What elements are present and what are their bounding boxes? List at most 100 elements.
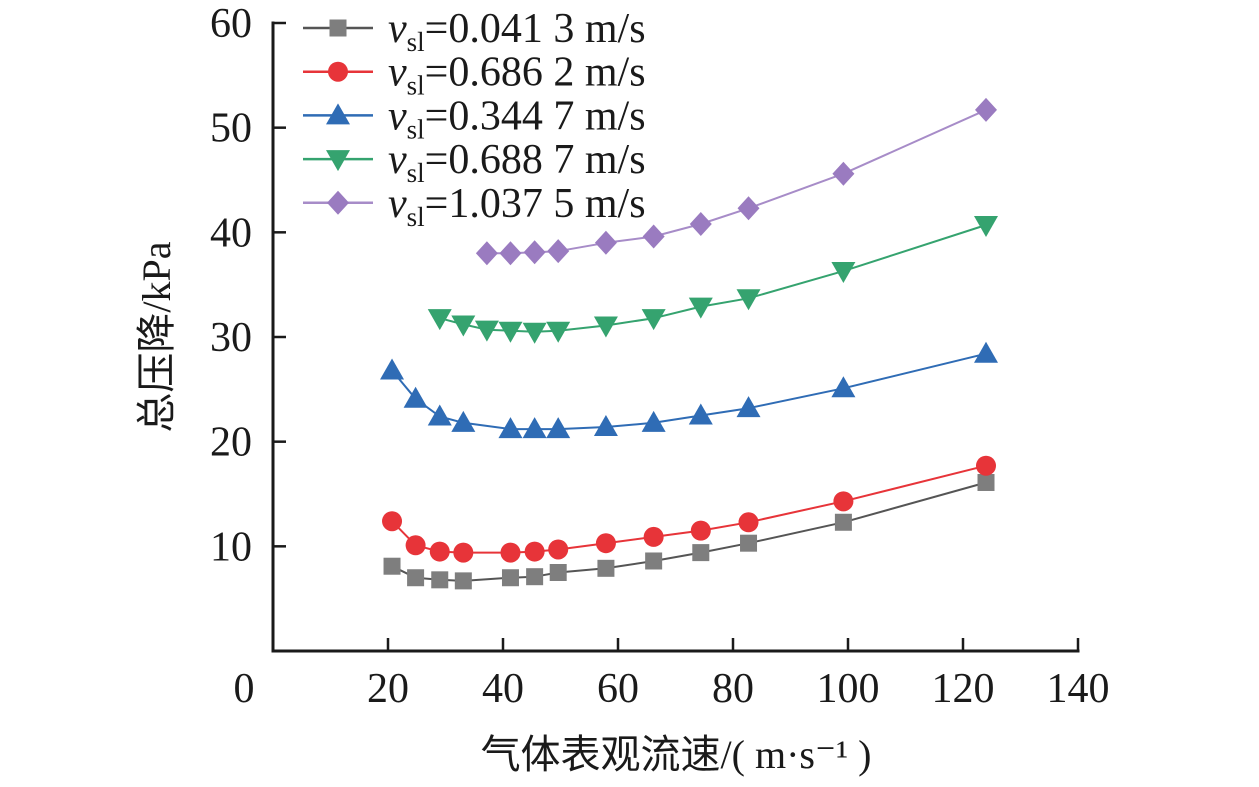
x-tick-label: 60 — [597, 666, 639, 712]
data-point-marker — [593, 415, 618, 437]
axes: 0 20 40 60 80 100 120 140 10 20 30 40 50 60 — [210, 1, 1110, 712]
data-point-marker — [593, 316, 618, 338]
data-point-marker — [549, 564, 567, 581]
legend-label: vsl=0.041 3 m/s — [388, 6, 646, 57]
legend-marker-square — [329, 19, 347, 37]
data-point-marker — [407, 569, 425, 587]
x-tick-label: 120 — [932, 666, 995, 712]
data-point-marker — [547, 239, 570, 264]
legend-marker-triangle-down — [326, 150, 350, 172]
data-point-marker — [522, 322, 547, 344]
data-point-marker — [832, 161, 855, 186]
data-point-marker — [427, 309, 452, 331]
data-point-marker — [974, 216, 998, 238]
legend-label: vsl=0.344 7 m/s — [388, 93, 646, 144]
data-point-marker — [451, 410, 476, 432]
legend-label: vsl=0.688 7 m/s — [388, 137, 646, 188]
y-tick-label: 20 — [210, 420, 252, 466]
y-tick-label: 50 — [210, 106, 252, 152]
data-point-marker — [831, 262, 856, 284]
data-point-marker — [382, 511, 403, 532]
data-point-marker — [643, 526, 664, 547]
data-point-marker — [380, 358, 405, 380]
data-point-marker — [645, 552, 663, 570]
data-point-marker — [548, 539, 569, 560]
data-point-marker — [499, 241, 522, 266]
x-tick-label: 40 — [482, 666, 524, 712]
data-point-marker — [834, 513, 852, 531]
data-point-marker — [831, 376, 856, 398]
data-point-marker — [975, 97, 997, 122]
legend-entry: vsl=0.041 3 m/s — [303, 6, 646, 57]
series-line — [391, 464, 987, 554]
data-point-marker — [524, 541, 545, 562]
series-line — [486, 108, 987, 255]
y-tick-label: 60 — [210, 1, 252, 47]
series-square — [383, 473, 995, 590]
legend-label: vsl=0.686 2 m/s — [388, 50, 646, 101]
data-point-marker — [740, 534, 758, 552]
data-point-marker — [500, 542, 521, 563]
series-triangle-up — [380, 341, 998, 439]
data-point-marker — [475, 241, 498, 266]
data-point-marker — [526, 568, 544, 586]
legend-marker-diamond — [327, 190, 349, 215]
data-point-marker — [429, 541, 450, 562]
series-layer — [380, 97, 998, 590]
data-point-marker — [595, 533, 616, 554]
data-point-marker — [688, 403, 713, 425]
data-point-marker — [474, 320, 499, 342]
data-point-marker — [976, 455, 996, 476]
series-diamond — [475, 97, 997, 266]
data-point-marker — [738, 512, 759, 533]
legend-entry: vsl=0.344 7 m/s — [303, 93, 646, 144]
x-tick-label: 100 — [817, 666, 880, 712]
data-point-marker — [690, 520, 711, 541]
data-point-marker — [688, 297, 713, 319]
series-triangle-down — [427, 216, 998, 344]
data-point-marker — [642, 224, 665, 249]
x-tick-label: 0 — [234, 666, 255, 712]
data-point-marker — [546, 417, 571, 439]
x-tick-label: 140 — [1047, 666, 1110, 712]
data-point-marker — [736, 396, 761, 418]
data-point-marker — [501, 569, 519, 587]
x-tick-label: 20 — [367, 666, 409, 712]
data-point-marker — [403, 386, 428, 408]
x-axis-title: 气体表观流速/( m·s⁻¹ ) — [481, 732, 872, 777]
series-line — [391, 352, 987, 431]
series-line — [439, 224, 987, 333]
data-point-marker — [427, 404, 452, 426]
data-point-marker — [641, 410, 666, 432]
legend-entry: vsl=0.688 7 m/s — [303, 137, 646, 188]
data-point-marker — [522, 417, 547, 439]
x-tick-label: 80 — [712, 666, 754, 712]
y-tick-label: 10 — [210, 524, 252, 570]
data-point-marker — [546, 321, 571, 343]
data-point-marker — [833, 491, 854, 512]
data-point-marker — [692, 544, 710, 562]
data-point-marker — [641, 309, 666, 331]
data-point-marker — [383, 557, 401, 575]
data-point-marker — [594, 230, 617, 255]
data-point-marker — [431, 571, 449, 589]
data-point-marker — [498, 321, 523, 343]
data-point-marker — [977, 473, 995, 491]
series-circle — [382, 455, 996, 563]
legend-marker-triangle-up — [326, 103, 350, 125]
y-tick-label: 40 — [210, 210, 252, 256]
data-point-marker — [498, 417, 523, 439]
legend-entry: vsl=0.686 2 m/s — [303, 50, 646, 101]
data-point-marker — [737, 196, 760, 221]
data-point-marker — [597, 559, 615, 577]
legend-marker-circle — [328, 61, 348, 82]
legend-label: vsl=1.037 5 m/s — [388, 181, 646, 232]
y-axis-title: 总压降/kPa — [134, 241, 179, 432]
data-point-marker — [689, 211, 712, 236]
data-point-marker — [454, 572, 472, 590]
data-point-marker — [974, 341, 998, 363]
data-point-marker — [736, 289, 761, 311]
